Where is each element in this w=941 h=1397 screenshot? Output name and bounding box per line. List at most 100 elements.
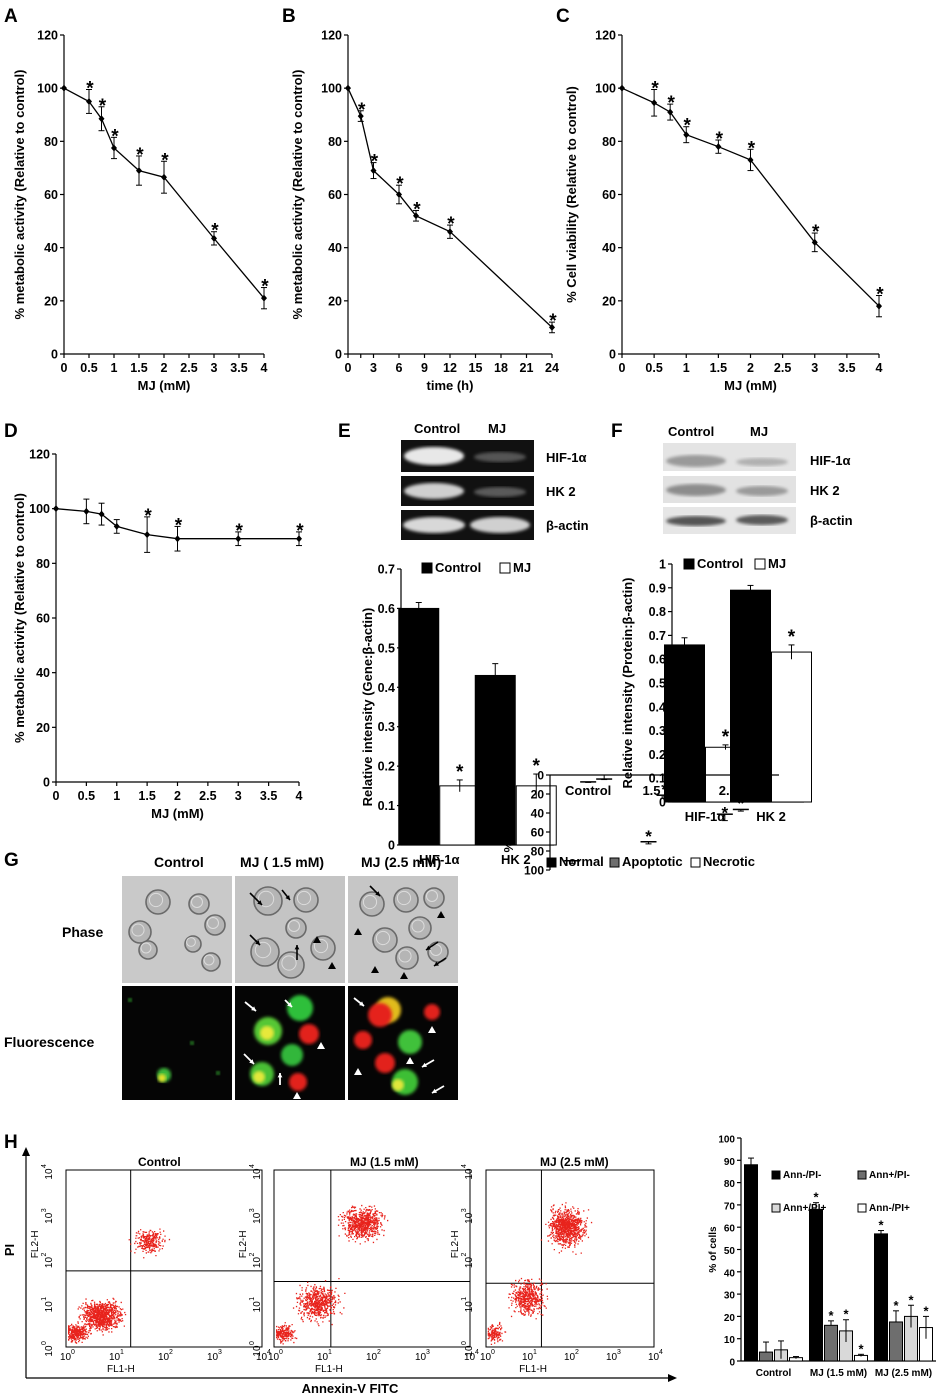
- phase-cell-1: [145, 889, 171, 915]
- phase-cell-highlight-18: [398, 949, 412, 963]
- flow-plot-2-x-decade-4: 10: [648, 1352, 660, 1363]
- flow-plot-1-x-exp-1: 1: [328, 1349, 332, 1356]
- blot-f: Control MJ HIF-1α HK 2 β-actin: [663, 424, 853, 534]
- flow-plot-2-x-decade-2: 10: [564, 1352, 576, 1363]
- chart-c-x-ticklabel-3: 1.5: [710, 361, 727, 375]
- chart-a-x-ticklabel-4: 2: [161, 361, 168, 375]
- flow-plot-0-y-exp-0: 0: [41, 1341, 48, 1345]
- chart-c-point-5: [747, 156, 754, 164]
- phase-cell-highlight-7: [257, 890, 275, 908]
- chart-b-y-ticklabel-3: 60: [328, 188, 342, 202]
- fluor-cell-3: [216, 1071, 220, 1075]
- micro-row-phase: Phase: [62, 924, 103, 940]
- chart-f-y-ticklabel-7: 0.7: [649, 629, 666, 643]
- chart-d-x-ticklabel-6: 3: [235, 789, 242, 803]
- chart-b-star-6: *: [549, 311, 557, 332]
- chart-f-y-ticklabel-4: 0.4: [649, 700, 666, 714]
- flow-plot-1-y-decade-2: 10: [252, 1257, 263, 1269]
- chart-c-star-1: *: [651, 78, 659, 99]
- chart-c-y-ticklabel-2: 40: [602, 241, 616, 255]
- chart-c-y-ticklabel-0: 0: [609, 348, 616, 362]
- fluor-arrowhead-1: [287, 1002, 292, 1007]
- phase-cell-10: [285, 917, 307, 939]
- blot-f-band-2a: [666, 484, 726, 496]
- phase-cell-4: [204, 914, 226, 936]
- phase-triangle-4: [400, 972, 408, 979]
- chart-d-y-ticklabel-5: 100: [29, 502, 50, 516]
- chart-d-point-5: [174, 535, 181, 543]
- phase-arrowhead-1: [285, 895, 290, 900]
- chart-a-y-ticklabel-4: 80: [44, 135, 58, 149]
- chart-g-legend-label-0: Normal: [559, 854, 604, 869]
- flow-plot-1-frame: [273, 1169, 471, 1348]
- chart-h-y-ticklabel-4: 40: [724, 1268, 736, 1279]
- flow-plot-0-events: [68, 1228, 171, 1344]
- chart-b-point-6: [549, 323, 555, 331]
- fluor-cell-19: [392, 1079, 404, 1091]
- chart-f-y-ticklabel-0: 0: [659, 796, 666, 810]
- chart-g-legend-swatch-0: [546, 857, 557, 868]
- flow-plot-1-y-decade-0: 10: [252, 1345, 263, 1357]
- chart-g-y-ticklabel-3: 60: [531, 826, 545, 840]
- panel-label-h: H: [4, 1132, 18, 1153]
- fluor-cell-4: [128, 998, 132, 1002]
- chart-h-star-3-2: *: [923, 1303, 929, 1318]
- chart-b-star-2: *: [371, 152, 379, 173]
- gel-e-band-2b: [474, 487, 526, 497]
- chart-c-y-axis-label: % Cell viability (Relative to control): [564, 86, 579, 303]
- chart-f-y-axis-label: Relative intensity (Protein:β-actin): [620, 578, 635, 789]
- chart-d-y-ticklabel-3: 60: [36, 612, 50, 626]
- chart-g-category-label-1: 1.5 mM: [642, 783, 686, 798]
- chart-a-star-6: *: [211, 221, 219, 242]
- phase-cell-7: [253, 886, 283, 916]
- flow-plot-0-x-exp-3: 3: [218, 1349, 222, 1356]
- chart-d-y-ticklabel-6: 120: [29, 448, 50, 462]
- flow-plot-0-title: Control: [138, 1155, 181, 1169]
- chart-h-y-ticklabel-5: 50: [724, 1246, 736, 1257]
- chart-c-y-ticklabel-6: 120: [595, 29, 616, 43]
- fluor-arrowhead-2: [249, 1059, 254, 1064]
- chart-d-x-ticklabel-5: 2.5: [199, 789, 216, 803]
- panel-label-e: E: [338, 421, 351, 442]
- chart-b-x-axis-label: time (h): [427, 378, 474, 393]
- chart-d-point-2: [98, 510, 105, 518]
- phase-cell-2: [188, 893, 210, 915]
- phase-arrowhead-3: [294, 945, 300, 950]
- chart-e-bar-1-0: [439, 785, 481, 846]
- chart-h-legend-swatch-0: [771, 1170, 781, 1180]
- flow-plot-1-y-exp-1: 1: [249, 1297, 256, 1301]
- flow-plot-0-y-decade-1: 10: [44, 1301, 55, 1313]
- flow-plot-0-x-exp-0: 0: [71, 1349, 75, 1356]
- flow-plot-1-x-exp-2: 2: [377, 1349, 381, 1356]
- micro-col-mj25: MJ (2.5 mM): [361, 854, 441, 870]
- flow-plot-2-y-exp-3: 3: [461, 1208, 468, 1212]
- gel-e-row-hk2: HK 2: [546, 484, 576, 499]
- chart-h-star-0-2: *: [878, 1218, 884, 1233]
- chart-f-category-label-1: HK 2: [756, 809, 786, 824]
- blot-f-band-1b: [736, 458, 788, 466]
- chart-a-point-3: [111, 144, 117, 152]
- chart-g-star-2-1: *: [677, 768, 684, 787]
- phase-cell-9: [250, 937, 280, 967]
- chart-b-x-ticklabel-3: 9: [421, 361, 428, 375]
- flow-outer-ylabel: PI: [2, 1244, 17, 1256]
- gel-e-band-3a: [403, 517, 465, 533]
- chart-g-star-2-2: *: [754, 780, 761, 799]
- flow-plot-1-x-decade-3: 10: [415, 1352, 427, 1363]
- chart-a-x-ticklabel-0: 0: [61, 361, 68, 375]
- chart-c-point-6: [811, 238, 818, 246]
- chart-f-category-label-0: HIF-1α: [685, 809, 726, 824]
- chart-c-point-4: [715, 143, 722, 151]
- flow-plot-0-x-exp-2: 2: [169, 1349, 173, 1356]
- chart-b-y-ticklabel-0: 0: [335, 348, 342, 362]
- flow-plot-1-y-exp-2: 2: [249, 1252, 256, 1256]
- chart-h-star-1-1: *: [828, 1308, 834, 1323]
- chart-g-legend-swatch-2: [690, 857, 701, 868]
- chart-b-x-ticklabel-6: 18: [494, 361, 508, 375]
- flow-plot-0-y-decade-3: 10: [44, 1212, 55, 1224]
- chart-c-x-ticklabel-8: 4: [876, 361, 883, 375]
- chart-h-legend-swatch-1: [857, 1170, 867, 1180]
